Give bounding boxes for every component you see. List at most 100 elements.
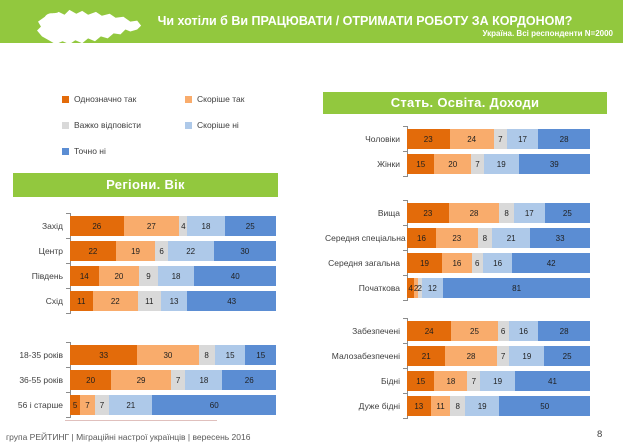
bar-value: 18	[199, 375, 209, 385]
bar-segment: 20	[98, 266, 140, 286]
bar-value: 15	[416, 376, 426, 386]
bar-segment: 21	[407, 346, 446, 366]
bar-segment: 30	[213, 241, 276, 261]
chart-group-gender: Чоловіки 23 24 7 17 28 Жінки 15 20 7 19 39	[325, 126, 590, 177]
category-label: 18-35 років	[19, 350, 63, 360]
bar-value: 15	[225, 350, 235, 360]
bar-value: 26	[92, 221, 102, 231]
bar-value: 13	[414, 401, 424, 411]
bar-value: 8	[504, 208, 509, 218]
bar-segment: 19	[483, 154, 519, 174]
category-label: Забезпечені	[352, 326, 400, 336]
bar-segment: 16	[407, 228, 436, 248]
page-number: 8	[597, 429, 603, 440]
bar-value: 7	[175, 375, 181, 385]
stacked-bar: 19 16 6 16 42	[403, 250, 591, 273]
stacked-bar: 21 28 7 19 25	[403, 343, 590, 366]
bar-value: 7	[99, 400, 105, 410]
bar-segment: 19	[407, 253, 443, 273]
bar-segment: 21	[492, 228, 531, 248]
bar-segment: 7	[170, 370, 186, 390]
bar-segment: 6	[155, 241, 168, 261]
legend-label: Точно ні	[74, 146, 106, 156]
page-title: Чи хотіли б Ви ПРАЦЮВАТИ / ОТРИМАТИ РОБО…	[157, 14, 573, 28]
stacked-bar: 4 2 2 12 81	[403, 275, 591, 298]
bar-row: Забезпечені 24 25 6 16 28	[325, 318, 590, 341]
category-label: Малозабезпечені	[331, 351, 400, 361]
bar-value: 33	[555, 233, 565, 243]
stacked-bar: 13 11 8 19 50	[403, 393, 590, 416]
bar-value: 23	[423, 134, 433, 144]
stacked-bar: 24 25 6 16 28	[403, 318, 590, 341]
bar-segment: 8	[499, 203, 514, 223]
bar-value: 14	[79, 271, 89, 281]
bar-value: 18	[201, 221, 211, 231]
bar-segment: 25	[451, 321, 498, 341]
legend-item: Однозначно так	[62, 94, 185, 104]
bar-value: 20	[448, 159, 458, 169]
stacked-bar: 14 20 9 18 40	[66, 263, 276, 286]
stacked-bar: 23 28 8 17 25	[403, 200, 590, 223]
bar-segment: 12	[421, 278, 444, 298]
bar-segment: 13	[407, 396, 431, 416]
bar-value: 81	[512, 283, 522, 293]
bar-segment: 19	[464, 396, 500, 416]
bar-value: 8	[482, 233, 488, 243]
bar-segment: 7	[80, 395, 95, 415]
bar-value: 50	[540, 401, 550, 411]
bar-value: 22	[110, 296, 120, 306]
category-label: Центр	[38, 246, 63, 256]
category-label: Бідні	[380, 376, 400, 386]
bar-segment: 15	[407, 154, 435, 174]
bar-segment: 24	[449, 129, 494, 149]
bar-value: 2	[417, 283, 422, 293]
bar-segment: 27	[123, 216, 180, 236]
bar-row: Вища 23 28 8 17 25	[325, 200, 590, 223]
bar-segment: 16	[442, 253, 472, 273]
legend-swatch	[185, 121, 192, 129]
bar-segment: 7	[496, 346, 510, 366]
stacked-bar: 26 27 4 18 25	[66, 213, 276, 236]
bar-value: 19	[496, 159, 506, 169]
footer-source: група РЕЙТИНГ | Міграційні настрої украї…	[6, 432, 251, 442]
bar-value: 4	[408, 283, 413, 293]
legend-swatch	[62, 147, 69, 155]
bar-value: 9	[146, 271, 151, 281]
stacked-bar: 11 22 11 13 43	[66, 288, 276, 311]
bar-value: 21	[126, 400, 136, 410]
bar-row: Дуже бідні 13 11 8 19 50	[325, 393, 590, 416]
bar-segment: 81	[443, 278, 591, 298]
bar-value: 30	[240, 246, 250, 256]
bar-value: 42	[546, 258, 556, 268]
bar-row: Середня спеціальна 16 23 8 21 33	[325, 225, 590, 248]
bar-segment: 28	[538, 129, 590, 149]
bar-value: 25	[245, 221, 255, 231]
bar-segment: 39	[518, 154, 590, 174]
bar-row: Малозабезпечені 21 28 7 19 25	[325, 343, 590, 366]
category-label: 56 і старше	[17, 400, 63, 410]
category-label: Дуже бідні	[358, 401, 400, 411]
bar-segment: 50	[499, 396, 590, 416]
bar-segment: 18	[157, 266, 195, 286]
stacked-bar: 22 19 6 22 30	[66, 238, 276, 261]
stacked-bar: 5 7 7 21 60	[66, 392, 276, 415]
bar-segment: 8	[198, 345, 215, 365]
legend-label: Однозначно так	[74, 94, 137, 104]
bar-segment: 40	[194, 266, 276, 286]
chart-group-age: 18-35 років 33 30 8 15 15 36-55 років 20 29 7 18 26…	[12, 342, 276, 418]
bar-value: 7	[498, 134, 503, 144]
bar-segment: 28	[538, 321, 590, 341]
bar-row: Середня загальна 19 16 6 16 42	[325, 250, 591, 273]
legend-item: Скоріше ні	[185, 120, 244, 130]
bar-segment: 15	[407, 371, 435, 391]
bar-value: 60	[209, 400, 219, 410]
chart-group-income: Забезпечені 24 25 6 16 28 Малозабезпечені 21 28 7…	[325, 318, 590, 419]
bar-segment: 19	[115, 241, 156, 261]
bar-segment: 28	[448, 203, 500, 223]
bar-segment: 6	[471, 253, 483, 273]
bar-segment: 11	[430, 396, 451, 416]
category-label: Вища	[377, 208, 400, 218]
bar-segment: 2	[414, 278, 418, 298]
bar-segment: 9	[139, 266, 158, 286]
bar-segment: 20	[70, 370, 112, 390]
